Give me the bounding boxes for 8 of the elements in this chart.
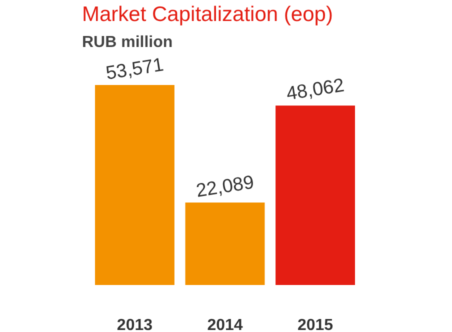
data-label: 53,571 bbox=[104, 54, 166, 84]
x-tick-label: 2014 bbox=[207, 317, 243, 332]
chart-subtitle: RUB million bbox=[82, 34, 173, 51]
x-tick-label: 2013 bbox=[116, 317, 153, 332]
x-tick-label: 2015 bbox=[297, 317, 334, 332]
chart-title: Market Capitalization (eop) bbox=[82, 3, 333, 26]
data-label: 48,062 bbox=[285, 75, 346, 105]
data-label: 22,089 bbox=[194, 172, 256, 202]
